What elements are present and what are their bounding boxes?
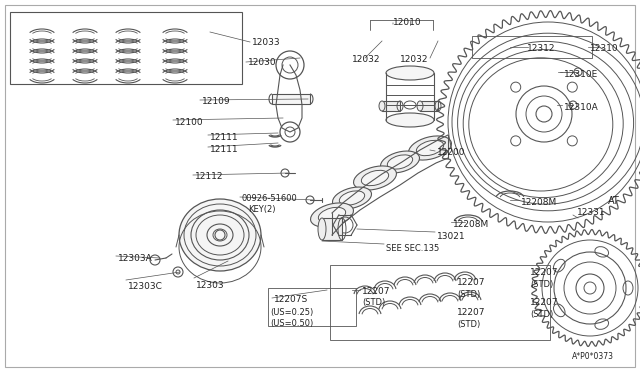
Text: 12310: 12310 [590, 44, 619, 53]
Text: 12303C: 12303C [128, 282, 163, 291]
Text: 12207: 12207 [530, 268, 559, 277]
Ellipse shape [310, 203, 353, 227]
Ellipse shape [339, 191, 365, 205]
Text: 12208M: 12208M [521, 198, 557, 207]
Text: 12207: 12207 [457, 278, 486, 287]
Bar [330, 265, 550, 340]
Text: A*P0*0373: A*P0*0373 [572, 352, 614, 361]
Text: (STD): (STD) [530, 280, 553, 289]
Ellipse shape [404, 101, 416, 109]
Text: (US=0.25): (US=0.25) [270, 308, 313, 317]
Text: 12207: 12207 [530, 298, 559, 307]
Ellipse shape [381, 151, 419, 173]
Text: 12303: 12303 [196, 281, 225, 290]
Text: 12111: 12111 [210, 145, 239, 154]
Bar [472, 36, 592, 58]
Text: 12207S: 12207S [274, 295, 308, 304]
Bar [272, 94, 310, 104]
Text: AT: AT [608, 196, 620, 206]
Bar [382, 101, 400, 111]
Text: KEY(2): KEY(2) [248, 205, 275, 214]
Text: 12310A: 12310A [564, 103, 599, 112]
Text: 12111: 12111 [210, 133, 239, 142]
Text: 12100: 12100 [175, 118, 204, 127]
Bar [420, 101, 438, 111]
Text: 12032: 12032 [400, 55, 429, 64]
Ellipse shape [318, 207, 346, 223]
Text: 12331: 12331 [577, 208, 605, 217]
Text: 12208M: 12208M [453, 220, 489, 229]
Ellipse shape [387, 155, 413, 169]
Bar [322, 218, 342, 240]
Text: 12207: 12207 [457, 308, 486, 317]
Text: 13021: 13021 [437, 232, 466, 241]
Text: 12109: 12109 [202, 97, 230, 106]
Ellipse shape [417, 101, 423, 111]
Bar [10, 12, 242, 84]
Text: (STD): (STD) [457, 320, 480, 329]
Ellipse shape [318, 218, 326, 240]
Ellipse shape [379, 101, 385, 111]
Ellipse shape [179, 199, 261, 271]
Text: 12200: 12200 [437, 148, 465, 157]
Text: (STD): (STD) [530, 310, 553, 319]
Ellipse shape [417, 140, 444, 155]
Text: 12112: 12112 [195, 172, 223, 181]
Text: 12010: 12010 [393, 18, 422, 27]
Bar [268, 288, 356, 326]
Text: 12303A: 12303A [118, 254, 153, 263]
Text: 12310E: 12310E [564, 70, 598, 79]
Text: 12030: 12030 [248, 58, 276, 67]
Text: 12032: 12032 [352, 55, 381, 64]
Ellipse shape [408, 136, 451, 160]
Text: (STD): (STD) [457, 290, 480, 299]
Ellipse shape [353, 166, 396, 190]
Text: SEE SEC.135: SEE SEC.135 [386, 244, 439, 253]
Text: (US=0.50): (US=0.50) [270, 319, 313, 328]
Ellipse shape [386, 66, 434, 80]
Text: 12312: 12312 [527, 44, 556, 53]
Text: 00926-51600: 00926-51600 [242, 194, 298, 203]
Text: 12207: 12207 [362, 287, 390, 296]
Text: 12033: 12033 [252, 38, 280, 47]
Ellipse shape [386, 113, 434, 127]
Ellipse shape [333, 187, 371, 209]
Text: (STD): (STD) [362, 298, 385, 307]
Ellipse shape [362, 170, 388, 186]
